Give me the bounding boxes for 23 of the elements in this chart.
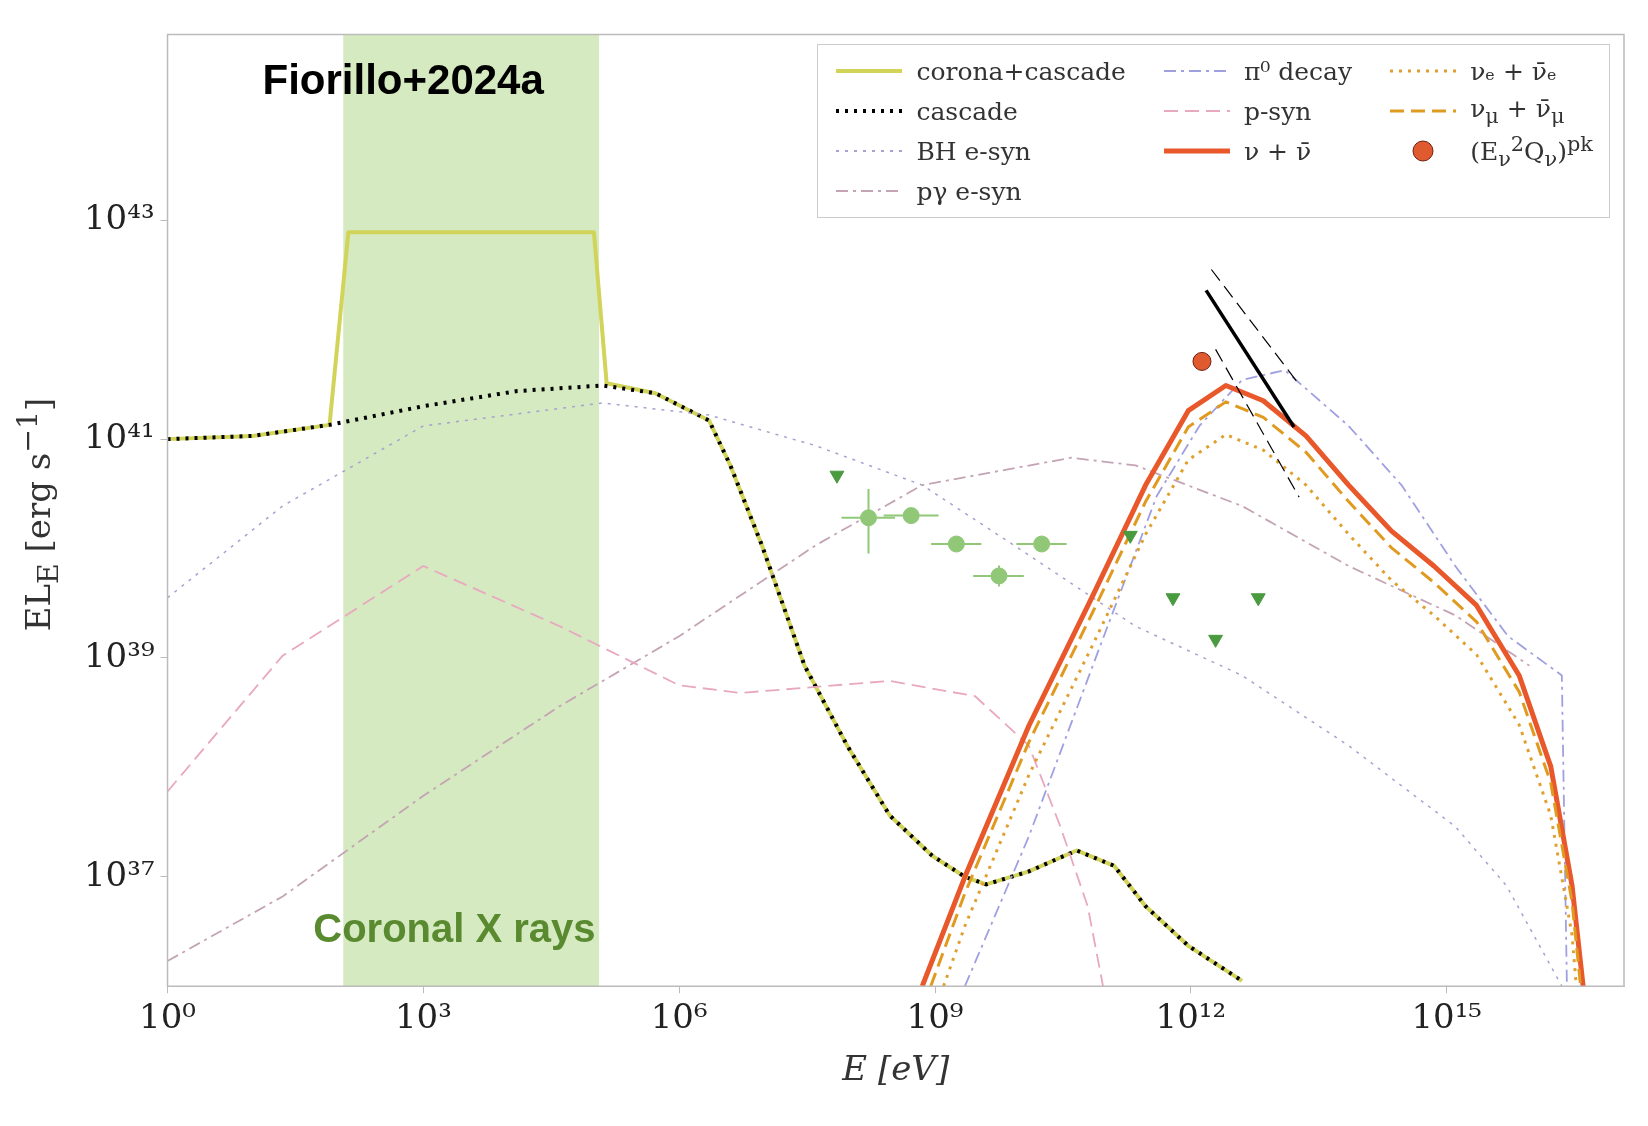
y-tick-label: 10⁴¹ (83, 415, 155, 456)
text: Fiorillo+2024a (262, 56, 544, 105)
x-tick-label: 10³ (394, 996, 452, 1037)
x-tick-label: 10⁶ (650, 996, 708, 1037)
legend-label: cascade (916, 96, 1018, 126)
x-tick-label: 10⁰ (139, 996, 196, 1037)
x-axis-title: E [eV] (840, 1048, 951, 1089)
legend-label: BH e-syn (916, 136, 1031, 166)
legend-label: p-syn (1243, 96, 1312, 126)
band-label: Coronal X rays (313, 906, 596, 952)
legend-label: pγ e-syn (916, 176, 1022, 206)
x-tick-label: 10¹⁵ (1411, 996, 1482, 1037)
x-tick-label: 10⁹ (906, 996, 964, 1037)
legend-label: (E$_{ν}$$^{2}$Q$_{ν}$)$^{pk}$ (1470, 131, 1593, 172)
x-tick-label: 10¹² (1155, 996, 1227, 1037)
y-tick-label: 10⁴³ (83, 197, 155, 238)
y-tick-label: 10³⁷ (83, 853, 155, 894)
legend-label: corona+cascade (916, 56, 1126, 86)
legend-label: ν$_{μ}$ + ν̄$_{μ}$ (1470, 94, 1565, 129)
legend-label: ν + ν̄ (1243, 136, 1312, 166)
legend-label: π⁰ decay (1243, 56, 1353, 86)
legend-label: νₑ + ν̄ₑ (1470, 56, 1557, 86)
y-tick-label: 10³⁹ (83, 634, 155, 675)
